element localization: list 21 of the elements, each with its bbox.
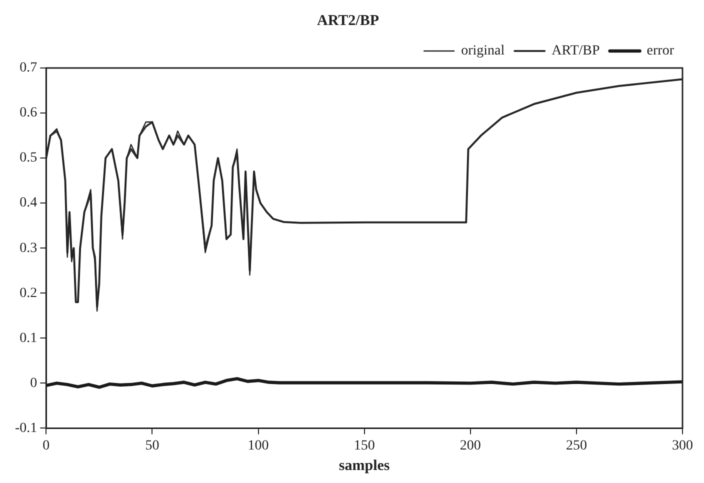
x-tick-label: 200 — [460, 438, 481, 454]
y-tick-label: 0 — [30, 376, 38, 391]
y-tick-label: 0.5 — [20, 150, 38, 166]
y-tick-label: -0.1 — [14, 420, 38, 436]
y-tick-label: 0.3 — [20, 240, 38, 256]
y-tick-label: 0.4 — [20, 196, 38, 211]
x-tick-label: 100 — [248, 438, 269, 454]
x-tick-label: 250 — [566, 438, 587, 454]
chart-title: ART2/BP — [317, 12, 379, 29]
y-tick-label: 0.7 — [20, 60, 38, 76]
x-axis-title: samples — [338, 458, 390, 474]
legend-label: original — [461, 44, 505, 59]
y-tick-label: 0.2 — [20, 286, 38, 301]
y-tick-label: 0.1 — [20, 330, 38, 346]
y-tick-label: 0.6 — [20, 106, 38, 121]
legend-label: error — [646, 44, 674, 59]
x-tick-label: 300 — [672, 438, 693, 454]
x-tick-label: 50 — [145, 438, 160, 454]
x-tick-label: 0 — [42, 438, 50, 454]
x-tick-label: 150 — [354, 438, 375, 454]
legend-label: ART/BP — [552, 44, 600, 59]
